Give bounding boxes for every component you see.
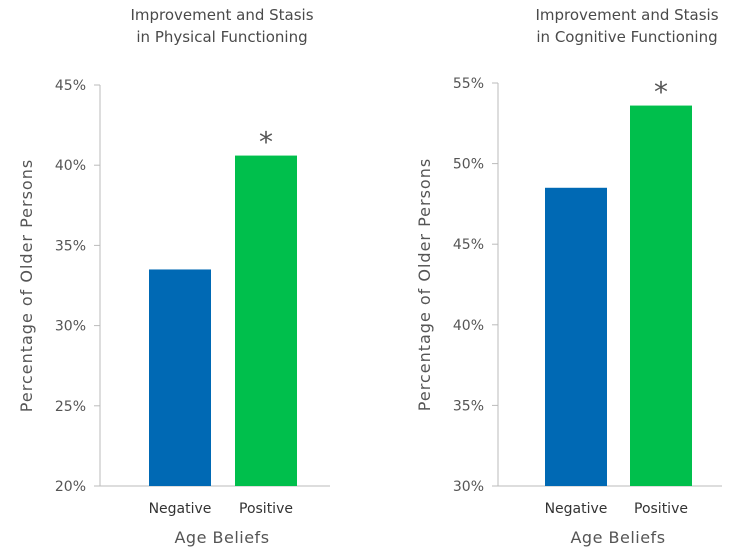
y-tick-label: 45% [453, 237, 484, 253]
x-axis-title: Age Beliefs [570, 528, 665, 547]
x-axis-title: Age Beliefs [174, 528, 269, 547]
y-tick-label: 55% [453, 76, 484, 92]
chart-panel-2: Improvement and Stasis in Cognitive Funct… [415, 6, 722, 547]
x-tick-label: Negative [545, 501, 608, 517]
bar-positive [630, 105, 692, 487]
x-tick-label: Negative [149, 501, 212, 517]
y-tick-label: 30% [453, 479, 484, 495]
y-axis-title: Percentage of Older Persons [17, 159, 36, 412]
bar-negative [149, 269, 211, 486]
significance-marker: * [259, 126, 273, 159]
y-tick-label: 45% [55, 78, 86, 94]
y-axis-title: Percentage of Older Persons [415, 158, 434, 411]
y-tick-label: 35% [453, 398, 484, 414]
chart-title-line: in Physical Functioning [136, 28, 307, 46]
x-tick-label: Positive [634, 501, 688, 517]
chart-title-line: in Cognitive Functioning [536, 28, 717, 46]
chart-title-line: Improvement and Stasis [535, 6, 718, 24]
x-tick-label: Positive [239, 501, 293, 517]
y-tick-label: 25% [55, 399, 86, 415]
y-tick-label: 50% [453, 157, 484, 173]
significance-marker: * [654, 76, 668, 109]
y-tick-label: 40% [453, 318, 484, 334]
bar-negative [545, 187, 607, 486]
bar-positive [235, 155, 297, 487]
chart-panel-1: Improvement and Stasis in Physical Functi… [17, 6, 330, 547]
y-tick-label: 20% [55, 479, 86, 495]
y-tick-label: 35% [55, 238, 86, 254]
y-tick-label: 30% [55, 319, 86, 335]
y-tick-label: 40% [55, 158, 86, 174]
chart-title-line: Improvement and Stasis [130, 6, 313, 24]
